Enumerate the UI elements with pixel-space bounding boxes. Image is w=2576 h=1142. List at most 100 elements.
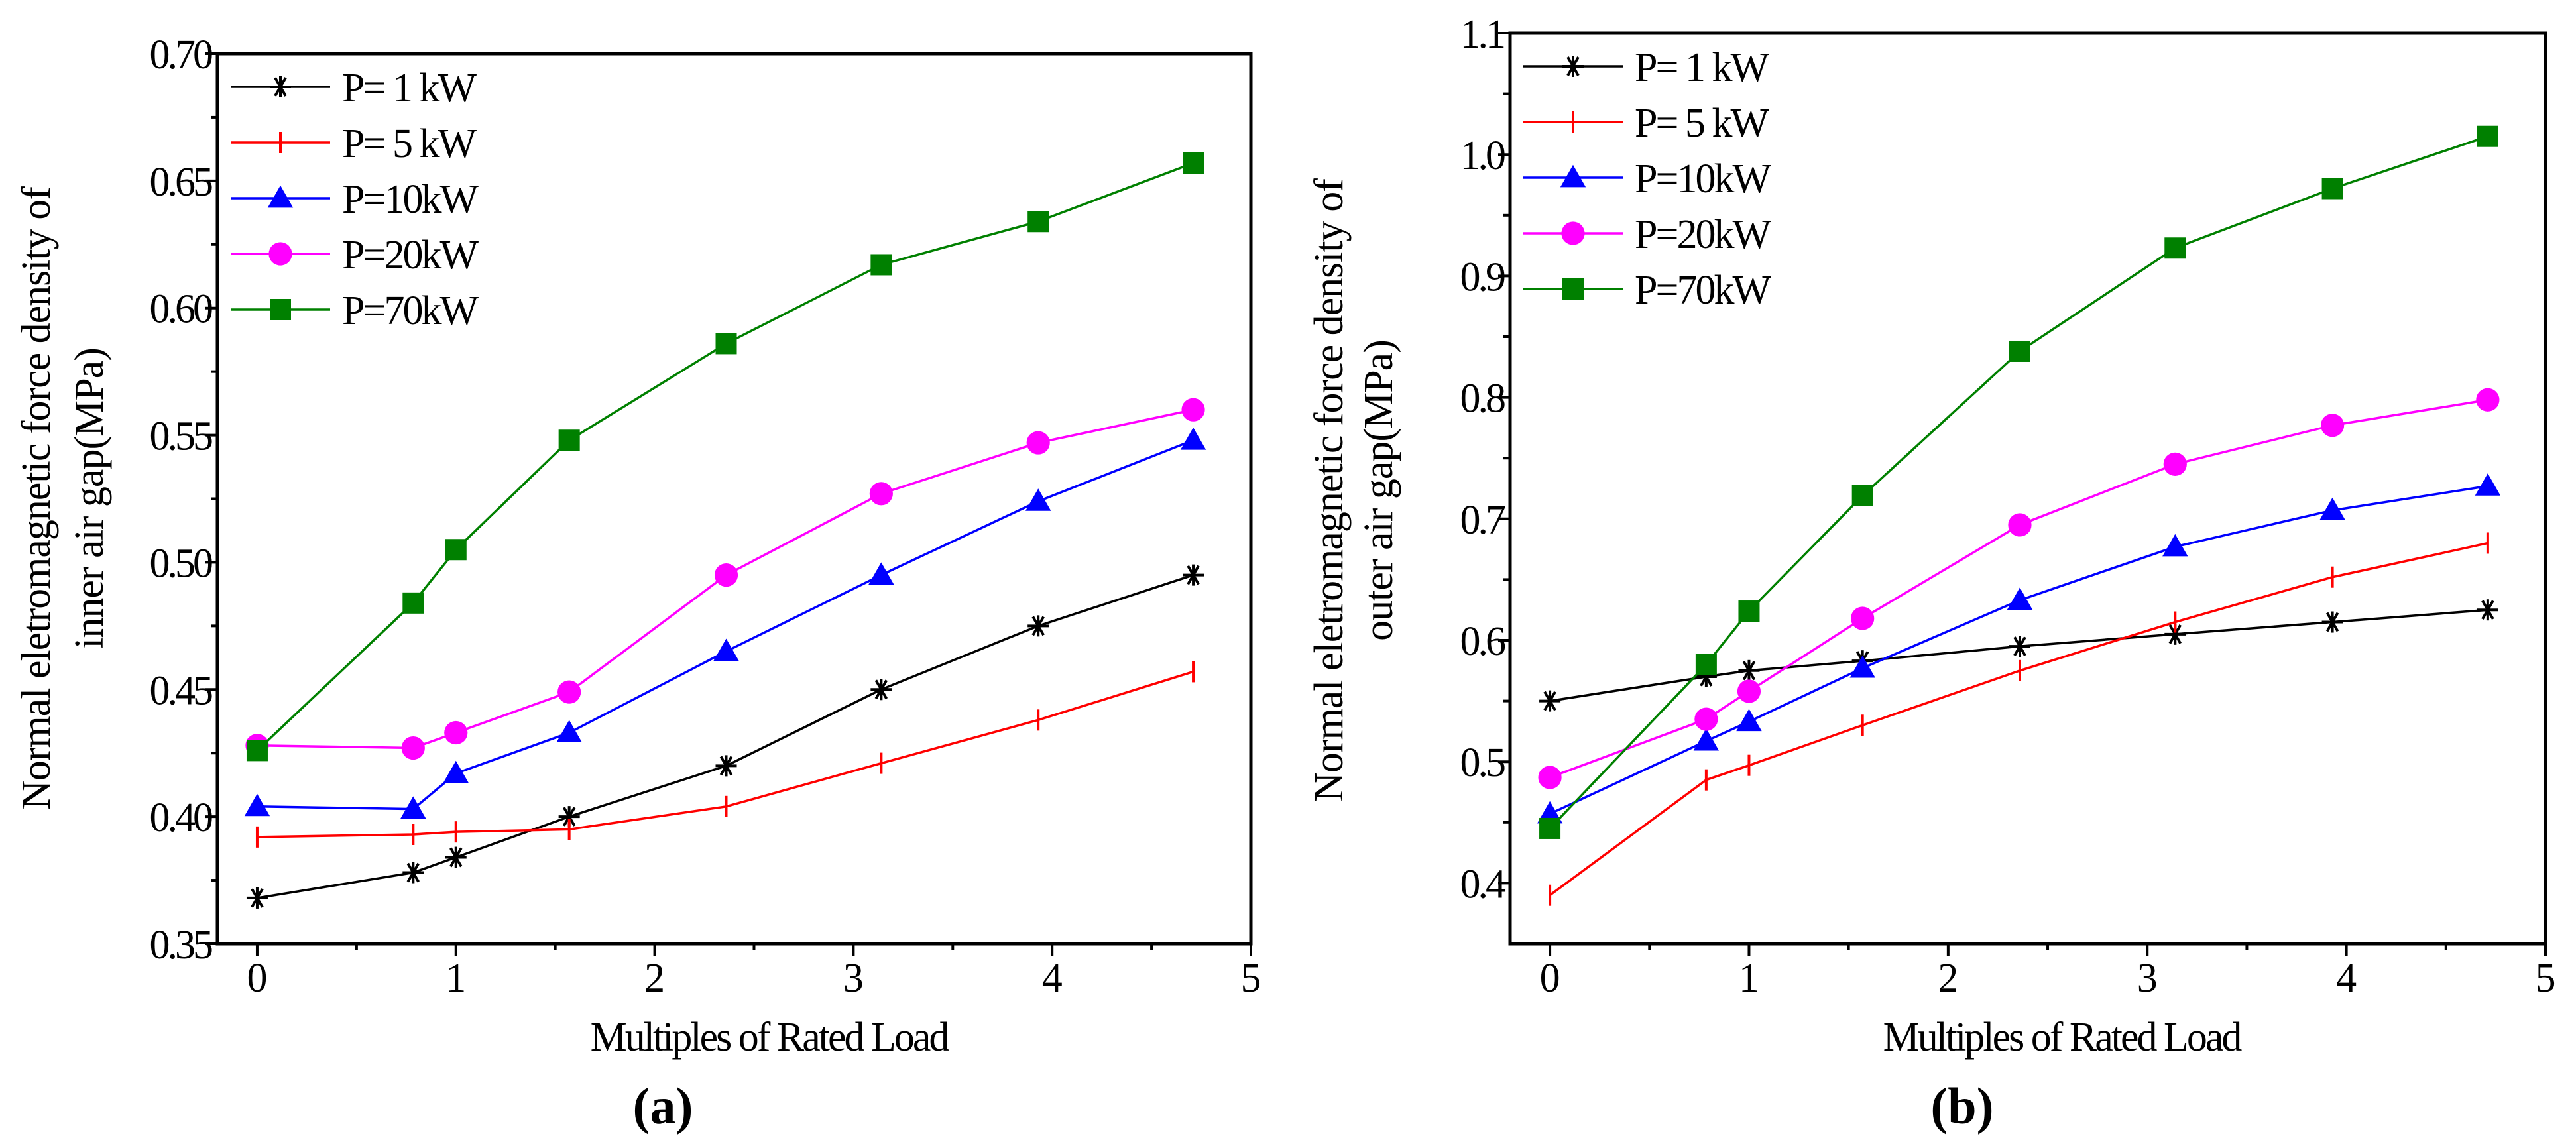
data-point-marker: [870, 254, 892, 276]
legend-label: P=70kW: [1635, 268, 1771, 313]
panel-label: (b): [1930, 1077, 1993, 1135]
y-tick-label: 0.5: [1460, 740, 1505, 785]
y-tick-label: 1.0: [1460, 133, 1505, 178]
y-tick-label: 0.60: [150, 287, 213, 332]
legend-marker: [270, 299, 291, 320]
data-point-marker: [1538, 766, 1562, 789]
x-tick-label: 4: [2336, 956, 2357, 1001]
legend-marker: [270, 76, 291, 97]
data-point-marker: [2320, 414, 2345, 437]
series-p5kw: [255, 661, 1195, 848]
y-tick-label: 0.7: [1460, 498, 1506, 543]
legend-label: P=20kW: [342, 233, 479, 278]
data-point-marker: [557, 680, 581, 704]
legend-label: P=20kW: [1635, 212, 1771, 257]
data-point-marker: [1738, 600, 1760, 622]
y-tick-label: 0.6: [1460, 619, 1506, 664]
legend-item: P= 5 kW: [231, 121, 479, 166]
x-tick-label: 1: [445, 956, 466, 1001]
data-point-marker: [869, 482, 893, 506]
x-axis-label: Multiples of Rated Load: [1883, 1015, 2243, 1060]
series-p5kw: [1549, 532, 2489, 906]
legend-label: P= 5 kW: [1635, 101, 1769, 146]
data-point-marker: [1025, 488, 1051, 511]
series-p20kw: [1538, 388, 2500, 789]
data-point-marker: [1539, 817, 1561, 839]
x-tick-label: 3: [2137, 956, 2158, 1001]
legend-item: P= 1 kW: [231, 66, 479, 111]
data-point-marker: [2008, 513, 2032, 537]
data-point-marker: [402, 592, 424, 614]
data-point-marker: [870, 679, 892, 701]
y-tick-label: 0.8: [1460, 376, 1505, 422]
data-point-marker: [1849, 655, 1875, 678]
data-point-marker: [244, 793, 270, 817]
y-tick-label: 0.55: [150, 414, 213, 459]
data-point-marker: [1693, 728, 1720, 751]
legend-marker: [268, 242, 292, 266]
x-tick-label: 2: [644, 956, 665, 1001]
chart-panel-a: 0.35 0.40 0.45 0.50 0.55 0.60 0.65 0.70 0 1 2 3 4 5 Mu…: [14, 32, 1261, 1135]
legend-label: P= 5 kW: [342, 121, 477, 166]
data-point-marker: [443, 760, 469, 783]
data-point-marker: [1026, 431, 1050, 455]
y-tick-label: 0.35: [150, 923, 213, 968]
chart-panel-b: 0.4 0.5 0.6 0.7 0.8 0.9 1.0 1.1 0 1 2 3 4 5 Multiples …: [1307, 12, 2556, 1135]
plot-frame: [1508, 31, 2547, 946]
data-point-marker: [713, 638, 739, 661]
legend-label: P=10kW: [342, 177, 479, 222]
y-tick-label: 1.1: [1460, 12, 1505, 57]
data-point-marker: [556, 720, 582, 742]
legend-item: P= 5 kW: [1523, 101, 1771, 146]
data-point-marker: [2007, 587, 2033, 610]
y-axis-label-line1: Normal eletromagnetic force density of: [1307, 178, 1352, 802]
series-p70kw: [246, 152, 1204, 762]
series-p70kw: [1539, 125, 2498, 839]
legend-marker: [1562, 278, 1584, 300]
data-point-marker: [2164, 237, 2186, 259]
data-point-marker: [2477, 599, 2498, 621]
data-point-marker: [1183, 564, 1204, 586]
legend-item: P=20kW: [231, 233, 481, 278]
panel-label: (a): [633, 1077, 693, 1135]
data-point-marker: [246, 887, 268, 909]
y-tick-label: 0.9: [1460, 255, 1505, 300]
x-tick-label: 5: [2536, 956, 2556, 1001]
data-point-marker: [1027, 211, 1049, 233]
data-point-marker: [715, 333, 737, 355]
data-point-marker: [401, 736, 425, 760]
series-line: [1549, 485, 2488, 815]
y-axis-label-line2: inner air gap(MPa): [67, 348, 112, 649]
data-point-marker: [1181, 398, 1205, 422]
x-tick-label: 0: [1540, 956, 1560, 1001]
legend-item: P=70kW: [231, 288, 481, 333]
legend-marker: [1562, 56, 1584, 77]
series-p1kw: [246, 564, 1204, 909]
data-point-marker: [714, 563, 738, 587]
x-tick-label: 0: [247, 956, 267, 1001]
data-point-marker: [1180, 428, 1206, 450]
data-point-marker: [2475, 473, 2501, 496]
data-point-marker: [2321, 611, 2343, 633]
legend-marker: [1561, 221, 1585, 245]
series-line: [257, 573, 1194, 899]
data-point-marker: [558, 429, 580, 451]
data-point-marker: [400, 796, 426, 819]
x-tick-label: 2: [1938, 956, 1958, 1001]
series-p20kw: [245, 398, 1205, 760]
data-point-marker: [868, 562, 894, 585]
data-point-marker: [246, 740, 268, 762]
data-point-marker: [1183, 152, 1204, 174]
y-axis-label-line2: outer air gap(MPa): [1356, 340, 1401, 641]
legend-label: P=70kW: [342, 288, 479, 333]
x-tick-label: 5: [1241, 956, 1261, 1001]
legend-label: P= 1 kW: [342, 66, 477, 111]
y-tick-label: 0.40: [150, 795, 213, 840]
legend-label: P=10kW: [1635, 156, 1771, 201]
series-p10kw: [1537, 473, 2501, 824]
y-tick-label: 0.70: [150, 32, 213, 78]
x-axis-label: Multiples of Rated Load: [591, 1015, 950, 1060]
data-point-marker: [1695, 654, 1717, 675]
series-p1kw: [1539, 599, 2498, 712]
